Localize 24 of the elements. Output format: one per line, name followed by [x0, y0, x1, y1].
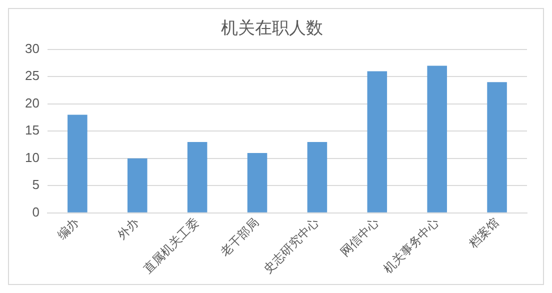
- bar: [367, 71, 388, 212]
- y-tick-label: 10: [24, 150, 40, 165]
- bar: [427, 66, 447, 212]
- y-tick-label: 30: [24, 40, 40, 56]
- y-tick-label: 0: [32, 204, 40, 220]
- x-tick-label: 机关事务中心: [380, 215, 442, 276]
- x-tick-label: 档案馆: [465, 215, 502, 252]
- x-tick-label: 外办: [114, 215, 142, 242]
- y-tick-label: 5: [32, 177, 40, 192]
- x-tick-label: 老干部局: [218, 215, 262, 260]
- y-tick-label: 15: [24, 122, 40, 138]
- bar: [307, 142, 328, 212]
- x-tick-label: 编办: [54, 215, 82, 242]
- y-tick-label: 25: [24, 68, 40, 84]
- bar: [487, 82, 507, 212]
- bar: [127, 158, 148, 212]
- bar: [68, 114, 88, 212]
- bar: [187, 142, 208, 212]
- y-tick-label: 20: [24, 95, 40, 110]
- bar: [247, 152, 268, 212]
- x-tick-label: 直属机关工委: [140, 215, 202, 276]
- x-tick-label: 网信中心: [338, 215, 382, 260]
- x-tick-label: 史志研究中心: [260, 215, 322, 276]
- chart-title: 机关在职人数: [221, 18, 323, 39]
